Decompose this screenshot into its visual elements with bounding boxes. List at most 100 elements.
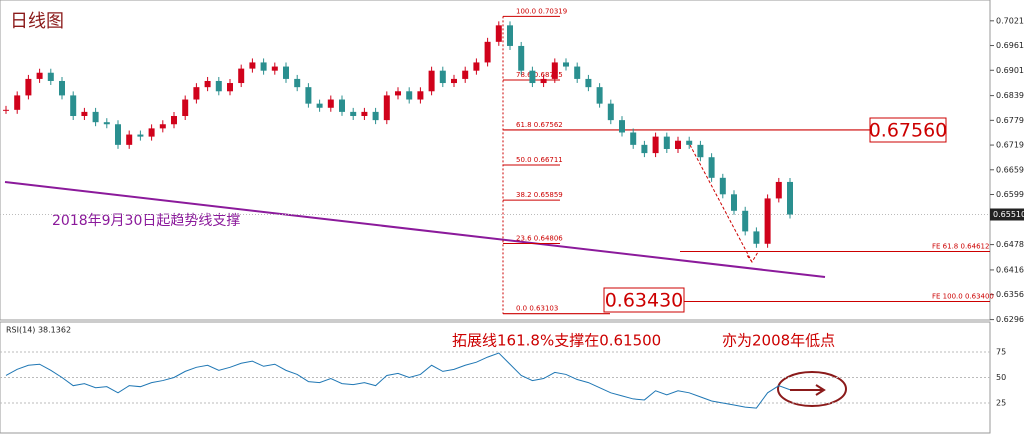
y-tick-label: 75 [996,348,1006,357]
candle-body [81,111,88,117]
candle-body [630,132,637,145]
y-tick-label: 0.65995 [996,190,1024,199]
candle-body [518,45,525,71]
candle-body [451,78,457,84]
candle-body [787,181,793,215]
current-price-box [990,208,1024,221]
candle-body [775,181,782,199]
price-box [603,287,685,313]
candle-body [406,91,413,100]
candle-body [417,91,424,100]
candle-body [675,140,681,149]
candle-body [708,157,715,178]
candle-body [159,124,166,129]
candle-body [260,62,267,71]
candle-body [731,194,737,211]
candle-body [305,87,312,104]
candle-body [686,140,693,145]
candle-body [294,78,301,88]
candle-body [439,70,446,84]
candle-body [742,210,749,232]
candle-body [36,72,43,79]
candle-body [719,177,726,195]
annotation: 亦为2008年低点 [722,332,835,350]
candle-body [540,78,547,84]
candle-body [339,99,345,112]
candle-body [697,144,704,158]
chart-title: 日线图 [10,11,64,32]
candle-body [238,68,245,84]
fib-label: 0.0 0.63103 [516,305,558,313]
candle-body [473,62,480,71]
fib-label: 38.2 0.65859 [516,191,563,199]
y-tick-label: 50 [996,373,1006,382]
candle-body [607,103,614,121]
projection [689,144,759,264]
candle-body [115,124,121,145]
candle-body [204,80,211,88]
candle-body [92,111,99,123]
arrow [790,384,826,396]
candle-body [3,109,9,111]
candle-body [551,62,558,79]
fe-label: FE 61.8 0.64612 [932,243,989,251]
candle-body [529,70,536,84]
candle-body [361,111,368,117]
price-panel [0,0,991,321]
candle-body [652,136,659,154]
candle-body [596,87,603,104]
candle-body [193,87,200,100]
candle-body [47,72,54,81]
price-box-label: 0.63430 [605,290,684,312]
candle-body [462,70,469,79]
candle-body [383,95,390,121]
highlight-ellipse [777,371,847,407]
fib-label: 100.0 0.70319 [516,7,567,15]
fib-label: 78.6 0.68775 [516,71,563,79]
candle-body [59,80,65,96]
candle-body [395,91,401,96]
candle-body [663,136,670,149]
y-tick-label: 0.68395 [996,91,1024,100]
candle-body [316,103,323,108]
y-tick-label: 0.66595 [996,165,1024,174]
candle-body [563,62,569,67]
candle-body [495,25,502,42]
candle-body [70,95,77,117]
y-tick-label: 0.63565 [996,290,1024,299]
candle-body [283,66,289,79]
candle-body [271,66,278,71]
candle-body [428,70,435,92]
candle-body [327,99,334,108]
rsi-label: RSI(14) 38.1362 [6,326,71,335]
rsi-line [5,352,791,409]
candle-body [764,198,771,244]
candle-body [574,66,581,79]
candle-body [484,41,491,63]
annotation: 2018年9月30日起趋势线支撑 [52,213,240,229]
candle-body [126,134,133,145]
trend-line [4,181,826,278]
candle-body [227,83,233,92]
current-price-label: 0.65510 [993,210,1024,219]
y-tick-label: 0.67195 [996,141,1024,150]
fib-label: 61.8 0.67562 [516,121,563,129]
price-box-label: 0.67560 [869,120,948,142]
fib-label: 50.0 0.66711 [516,156,563,164]
candle-body [215,80,222,92]
candle-body [171,116,177,125]
candle-body [619,120,625,133]
annotation: 拓展线161.8%支撑在0.61500 [452,332,661,350]
candle-body [137,134,144,137]
candle-body [148,128,155,137]
candle-body [372,111,379,121]
candle-body [753,231,760,244]
candle-body [25,78,32,96]
fe-label: FE 100.0 0.63400 [932,292,994,300]
